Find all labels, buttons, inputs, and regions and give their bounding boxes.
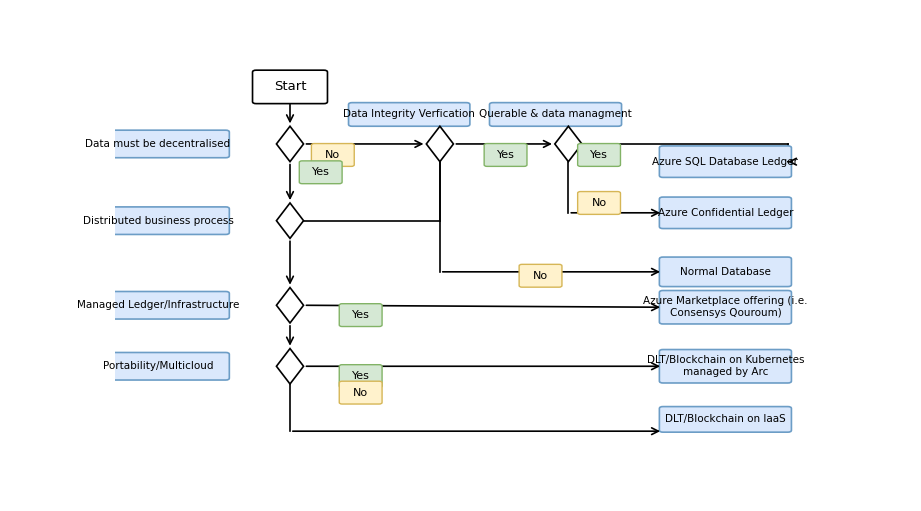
FancyBboxPatch shape xyxy=(659,350,791,383)
FancyBboxPatch shape xyxy=(339,381,382,404)
Text: Querable & data managment: Querable & data managment xyxy=(479,109,632,120)
Text: Distributed business process: Distributed business process xyxy=(83,216,233,226)
Polygon shape xyxy=(276,288,304,323)
FancyBboxPatch shape xyxy=(659,146,791,177)
Text: Yes: Yes xyxy=(352,371,369,381)
Text: DLT/Blockchain on Kubernetes
managed by Arc: DLT/Blockchain on Kubernetes managed by … xyxy=(647,356,804,377)
FancyBboxPatch shape xyxy=(659,257,791,287)
Text: Portability/Multicloud: Portability/Multicloud xyxy=(103,361,213,371)
Polygon shape xyxy=(276,203,304,238)
Text: Azure SQL Database Ledger: Azure SQL Database Ledger xyxy=(652,157,799,167)
Text: Yes: Yes xyxy=(496,150,515,160)
FancyBboxPatch shape xyxy=(577,144,621,167)
Polygon shape xyxy=(554,126,582,161)
FancyBboxPatch shape xyxy=(87,207,229,235)
Text: Normal Database: Normal Database xyxy=(680,267,771,277)
Text: Yes: Yes xyxy=(311,167,330,177)
Text: Managed Ledger/Infrastructure: Managed Ledger/Infrastructure xyxy=(76,300,239,310)
Polygon shape xyxy=(426,126,453,161)
FancyBboxPatch shape xyxy=(659,291,791,324)
FancyBboxPatch shape xyxy=(299,161,342,183)
FancyBboxPatch shape xyxy=(339,365,382,387)
Polygon shape xyxy=(276,126,304,161)
Polygon shape xyxy=(276,349,304,384)
FancyBboxPatch shape xyxy=(519,264,562,287)
FancyBboxPatch shape xyxy=(577,192,621,215)
FancyBboxPatch shape xyxy=(484,144,527,167)
Text: No: No xyxy=(325,150,341,160)
FancyBboxPatch shape xyxy=(87,291,229,319)
FancyBboxPatch shape xyxy=(339,304,382,327)
Text: Start: Start xyxy=(274,80,307,94)
FancyBboxPatch shape xyxy=(659,197,791,228)
Text: Yes: Yes xyxy=(590,150,608,160)
Text: No: No xyxy=(533,271,548,281)
FancyBboxPatch shape xyxy=(348,103,470,126)
FancyBboxPatch shape xyxy=(87,130,229,158)
FancyBboxPatch shape xyxy=(252,70,328,104)
Text: Data Integrity Verfication: Data Integrity Verfication xyxy=(344,109,475,120)
Text: Yes: Yes xyxy=(352,310,369,320)
FancyBboxPatch shape xyxy=(489,103,622,126)
FancyBboxPatch shape xyxy=(659,407,791,432)
FancyBboxPatch shape xyxy=(87,353,229,380)
Text: Azure Confidential Ledger: Azure Confidential Ledger xyxy=(658,208,793,218)
Text: Data must be decentralised: Data must be decentralised xyxy=(86,139,230,149)
Text: No: No xyxy=(591,198,607,208)
Text: Azure Marketplace offering (i.e.
Consensys Qouroum): Azure Marketplace offering (i.e. Consens… xyxy=(643,296,808,318)
Text: No: No xyxy=(353,388,368,398)
FancyBboxPatch shape xyxy=(311,144,355,167)
Text: DLT/Blockchain on IaaS: DLT/Blockchain on IaaS xyxy=(665,414,786,424)
